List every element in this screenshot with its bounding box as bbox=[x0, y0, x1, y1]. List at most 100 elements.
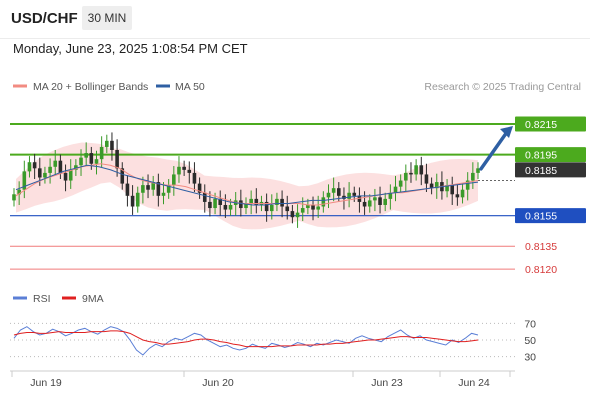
candle-body bbox=[285, 206, 290, 212]
candle-body bbox=[146, 185, 150, 190]
candle-body bbox=[161, 192, 166, 196]
candle-body bbox=[84, 153, 88, 158]
rsi-tick-label: 30 bbox=[524, 352, 536, 364]
candle-body bbox=[471, 172, 475, 181]
candle-body bbox=[27, 162, 32, 172]
ma9-legend-label: 9MA bbox=[82, 293, 104, 305]
instrument-title: USD/CHF bbox=[11, 10, 78, 27]
research-credit: Research © 2025 Trading Central bbox=[424, 81, 581, 93]
candle-body bbox=[135, 192, 140, 207]
level-label-0.8215: 0.8215 bbox=[525, 119, 557, 131]
candle-body bbox=[269, 204, 274, 212]
candle-body bbox=[141, 185, 145, 193]
candle-body bbox=[383, 198, 387, 205]
level-badge-0.8215 bbox=[515, 116, 586, 132]
candle-body bbox=[68, 169, 73, 181]
candle-body bbox=[450, 185, 455, 195]
candle-body bbox=[409, 172, 413, 175]
candle-body bbox=[254, 198, 259, 205]
candle-body bbox=[151, 182, 155, 190]
interval-button[interactable]: 30 MIN bbox=[82, 6, 132, 30]
candle-body bbox=[32, 162, 37, 169]
candle-body bbox=[17, 189, 21, 195]
candle-body bbox=[362, 201, 367, 207]
candle-body bbox=[373, 197, 377, 201]
candle-body bbox=[429, 183, 434, 189]
candle-body bbox=[218, 198, 223, 205]
candle-body bbox=[58, 160, 63, 173]
candle-body bbox=[331, 188, 336, 193]
candle-body bbox=[465, 180, 470, 190]
candle-body bbox=[53, 160, 58, 167]
candle-body bbox=[337, 188, 341, 196]
candle-body bbox=[12, 194, 16, 201]
candle-body bbox=[367, 200, 372, 207]
candle-body bbox=[455, 194, 460, 198]
level-label-0.8135: 0.8135 bbox=[525, 241, 557, 253]
candle-body bbox=[99, 146, 104, 160]
rsi-legend-label: RSI bbox=[33, 293, 51, 305]
candle-body bbox=[156, 182, 161, 196]
candle-body bbox=[182, 166, 186, 170]
candle-body bbox=[105, 140, 109, 147]
candle-body bbox=[316, 206, 320, 210]
candle-body bbox=[434, 182, 439, 189]
candle-body bbox=[244, 203, 248, 209]
candle-body bbox=[300, 208, 305, 213]
candle-body bbox=[94, 159, 99, 164]
candle-body bbox=[228, 204, 233, 210]
candle-body bbox=[378, 197, 382, 205]
candle-body bbox=[202, 192, 207, 202]
projection-arrow-shaft bbox=[479, 130, 509, 171]
candle-body bbox=[414, 165, 418, 175]
rsi-tick-label: 70 bbox=[524, 318, 536, 330]
candle-body bbox=[125, 183, 130, 196]
chart-header: USD/CHF 30 MIN bbox=[0, 0, 590, 39]
level-label-0.8120: 0.8120 bbox=[525, 264, 557, 276]
candle-body bbox=[223, 204, 228, 210]
x-tick-label: Jun 19 bbox=[30, 377, 62, 389]
candle-body bbox=[326, 192, 331, 198]
ma50-legend-label: MA 50 bbox=[175, 81, 205, 93]
level-badge-0.8185 bbox=[515, 162, 586, 178]
candle-body bbox=[460, 189, 465, 198]
candle-body bbox=[249, 198, 253, 204]
candle-body bbox=[63, 172, 68, 181]
candle-body bbox=[74, 165, 78, 170]
candle-body bbox=[264, 201, 269, 212]
candle-body bbox=[404, 172, 408, 181]
level-label-0.8195: 0.8195 bbox=[525, 150, 557, 162]
candle-body bbox=[37, 168, 42, 178]
candle-body bbox=[398, 180, 403, 187]
candle-body bbox=[352, 192, 357, 196]
candle-body bbox=[115, 149, 119, 169]
candle-body bbox=[321, 197, 326, 207]
candle-body bbox=[347, 192, 351, 199]
candle-body bbox=[311, 204, 315, 210]
candle-body bbox=[172, 174, 176, 186]
bollinger-band bbox=[16, 142, 478, 230]
ma50-line bbox=[15, 164, 479, 206]
level-label-0.8185: 0.8185 bbox=[525, 165, 557, 177]
candle-body bbox=[445, 185, 449, 192]
level-badge-0.8155 bbox=[515, 208, 586, 224]
candle-body bbox=[424, 174, 429, 184]
candle-body bbox=[290, 211, 295, 218]
ma20-line bbox=[15, 163, 479, 206]
candle-body bbox=[419, 165, 424, 175]
x-tick-label: Jun 20 bbox=[202, 377, 234, 389]
candle-body bbox=[48, 166, 52, 173]
candle-body bbox=[89, 153, 94, 164]
candle-body bbox=[213, 198, 217, 209]
candle-body bbox=[197, 183, 202, 193]
candle-body bbox=[187, 169, 192, 173]
candle-body bbox=[388, 192, 393, 199]
candle-body bbox=[208, 201, 212, 209]
candle-body bbox=[130, 195, 135, 207]
candle-body bbox=[177, 166, 181, 175]
candle-body bbox=[22, 171, 27, 190]
candle-body bbox=[476, 168, 480, 173]
candle-body bbox=[393, 186, 398, 193]
